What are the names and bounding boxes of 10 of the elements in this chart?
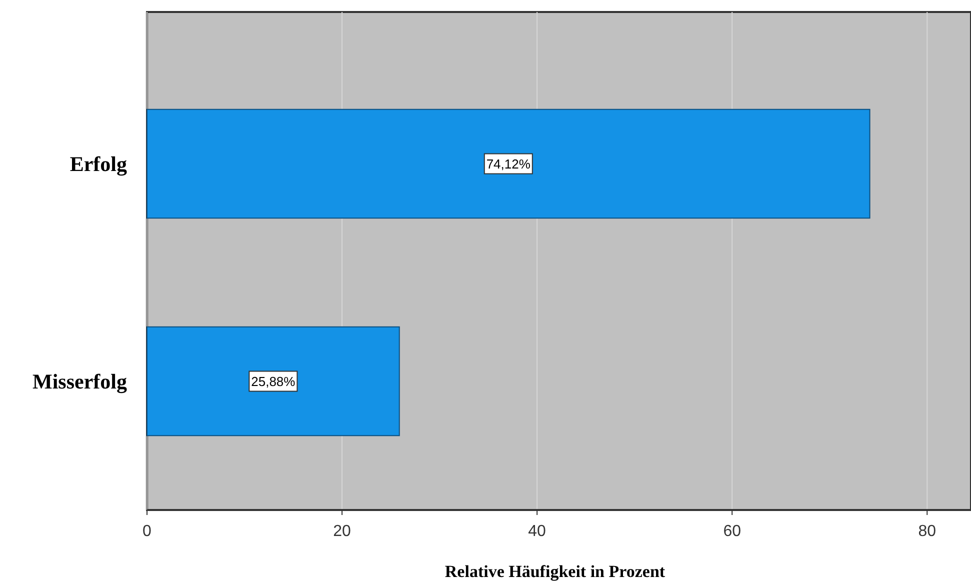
- x-tick-label: 20: [333, 523, 352, 540]
- y-tick-label: Erfolg: [70, 152, 128, 176]
- x-tick-label: 40: [528, 523, 546, 540]
- x-tick-label: 80: [918, 523, 936, 540]
- y-tick-label: Misserfolg: [32, 369, 128, 394]
- x-tick-label: 0: [142, 523, 152, 540]
- x-tick-label: 60: [723, 523, 742, 540]
- data-label: 25,88%: [251, 374, 296, 389]
- data-label: 74,12%: [486, 156, 531, 172]
- x-axis-title: Relative Häufigkeit in Prozent: [444, 562, 666, 581]
